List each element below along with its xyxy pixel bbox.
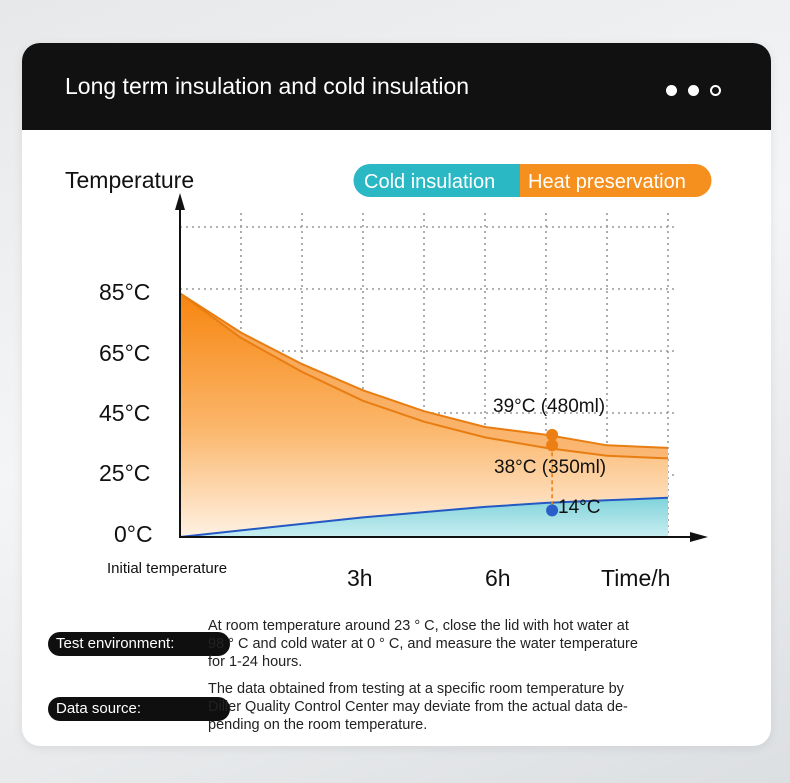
note-line: At room temperature around 23 ° C, close… [208,618,629,634]
annotation-14c: 14°C [558,497,600,518]
note-line: The data obtained from testing at a spec… [208,681,624,697]
heat-line-480ml [179,292,669,449]
x-tick-label: 3h [347,565,373,591]
x-tick-label: Initial temperature [107,560,227,577]
pagination-dot-3[interactable] [710,85,721,96]
infographic-card: Long term insulation and cold insulation [22,43,771,746]
header-bar: Long term insulation and cold insulation [22,43,771,130]
heat-line-350ml [179,292,669,460]
y-tick-label: 25°C [99,460,150,486]
legend-heat-label: Heat preservation [528,171,686,193]
point-14c [546,504,559,517]
temperature-chart: Temperature Time/h 85°C 65°C 45°C 25°C 0… [65,164,712,591]
note-line: for 1-24 hours. [208,654,303,670]
test-environment-badge: Test environment: [48,632,230,656]
point-39c [546,428,559,441]
y-tick-label: 0°C [114,521,153,547]
page-title: Long term insulation and cold insulation [65,73,470,99]
cold-area [180,497,668,537]
test-environment-text: At room temperature around 23 ° C, close… [208,617,698,671]
note-line: Diller Quality Control Center may deviat… [208,699,628,715]
annotation-39c: 39°C (480ml) [493,396,605,417]
y-tick-label: 45°C [99,400,150,426]
pagination-dot-1[interactable] [666,85,677,96]
data-source-text: The data obtained from testing at a spec… [208,680,698,734]
x-axis-arrow-icon [690,532,708,542]
cold-line [179,496,669,538]
legend-heat-swatch [520,164,712,197]
y-tick-label: 85°C [99,279,150,305]
data-source-badge: Data source: [48,697,230,721]
note-line: pending on the room temperature. [208,717,428,733]
y-axis-label: Temperature [65,167,194,193]
pagination-dot-2[interactable] [688,85,699,96]
x-axis-label: Time/h [601,565,670,591]
x-tick-label: 6h [485,565,511,591]
y-tick-label: 65°C [99,340,150,366]
note-line: 98 ° C and cold water at 0 ° C, and meas… [208,636,638,652]
annotation-38c: 38°C (350ml) [494,457,606,478]
point-38c [546,439,559,452]
legend-cold-swatch [353,164,520,197]
y-axis-arrow-icon [175,193,185,210]
legend-cold-label: Cold insulation [364,171,495,193]
legend: Cold insulation Heat preservation [353,164,712,197]
